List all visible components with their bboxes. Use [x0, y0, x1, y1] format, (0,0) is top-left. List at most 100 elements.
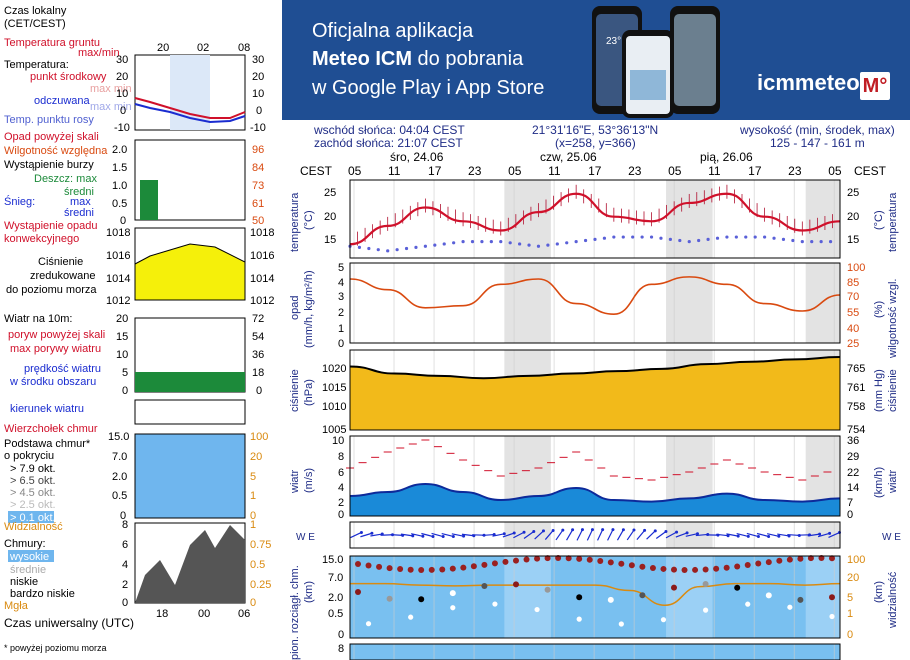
wind-arrow — [626, 529, 635, 541]
legend-high: wysokie — [9, 551, 49, 563]
wind-arrow-head — [837, 531, 841, 535]
dew-point-dot — [772, 236, 776, 240]
tick: 10 — [252, 88, 264, 100]
tick: 25 — [847, 187, 859, 199]
cloud-base-dot — [544, 555, 551, 562]
tick: 2.0 — [112, 144, 127, 156]
wind-arrow — [431, 532, 444, 538]
tick: 1018 — [250, 227, 274, 239]
wind-arrow — [777, 533, 790, 537]
wind-arrow-head — [746, 534, 750, 538]
cloud-base-dot — [534, 555, 541, 562]
tick: 25 — [324, 187, 336, 199]
wind-arrow-head — [777, 534, 781, 538]
promo-banner[interactable]: Oficjalna aplikacja Meteo ICM do pobrani… — [282, 0, 910, 120]
panel-border — [349, 349, 841, 431]
dew-point-dot — [442, 242, 446, 246]
sunset-text: zachód słońca: 21:07 CEST — [314, 136, 463, 150]
hour-tick: 17 — [428, 164, 442, 178]
tick: 96 — [252, 144, 264, 156]
tick: 754 — [847, 424, 865, 436]
night-band — [504, 180, 551, 258]
tick: 36 — [847, 435, 859, 447]
wind-arrow-head — [551, 528, 555, 532]
legend-medium: średnie — [10, 564, 46, 576]
tick: 2 — [122, 579, 128, 591]
cloud-base-dot — [576, 594, 583, 601]
cloud-base-dot — [702, 581, 709, 588]
temp-axis-label-right: temperatura — [887, 192, 899, 252]
tick: 2 — [338, 307, 344, 319]
tick: 25 — [847, 338, 859, 350]
tick: 15.0 — [322, 554, 343, 566]
wind-arrow-head — [590, 528, 594, 532]
wind-arrow-head — [767, 535, 771, 539]
icm-logo: icmmeteo — [757, 70, 860, 95]
pressure-area — [350, 357, 840, 430]
wind-arrow — [716, 533, 729, 537]
banner-line-2-rest: do pobrania — [412, 48, 524, 70]
tick: 1018 — [106, 227, 130, 239]
tick: 85 — [847, 277, 859, 289]
wind-arrow-head — [756, 535, 760, 539]
tick: 72 — [252, 313, 264, 325]
cloud-base-dot — [671, 584, 677, 591]
dew-point-dot — [602, 236, 607, 240]
legend-very-low: bardzo niskie — [10, 588, 75, 600]
panel-border — [349, 179, 841, 259]
cloud-base-dot — [576, 555, 583, 562]
wind-arrow — [807, 533, 820, 537]
wind-arrow-head — [462, 534, 466, 538]
tick: 2.0 — [328, 592, 343, 604]
cloud-base-dot — [502, 558, 509, 565]
dew-point-dot — [452, 241, 456, 245]
cloud-base-dot — [660, 565, 667, 572]
tick: 15 — [847, 234, 859, 246]
tick: 0.5 — [112, 490, 127, 502]
dew-point-dot — [621, 235, 625, 239]
utc-tick: 00 — [198, 608, 210, 620]
tick: 73 — [252, 180, 264, 192]
dew-point-dot — [536, 244, 541, 248]
dew-point-dot — [527, 243, 531, 247]
tick: 1 — [250, 519, 256, 531]
wind-arrow — [555, 529, 564, 541]
cloud-base-dot — [460, 564, 467, 571]
dew-point-dot — [668, 237, 672, 241]
dew-point-dot — [423, 244, 427, 248]
tick: 100 — [250, 431, 268, 443]
tick: 22 — [847, 467, 859, 479]
dew-point-dot — [574, 240, 578, 244]
wind-arrow — [695, 533, 708, 537]
legend-local-time-2: (CET/CEST) — [4, 18, 66, 30]
tick: 0.25 — [250, 579, 271, 591]
day-label: śro, 24.06 — [390, 150, 444, 164]
dew-point-dot — [357, 245, 362, 249]
tick: 2 — [338, 497, 344, 509]
wind-arrow — [421, 532, 434, 538]
legend-gust-above: poryw powyżej skali — [8, 329, 105, 341]
tick: -10 — [114, 122, 130, 134]
cloud-base-dot — [755, 560, 762, 567]
legend-snow-max: max — [70, 196, 91, 208]
tick: 758 — [847, 401, 865, 413]
hour-tick: 11 — [708, 164, 721, 178]
cloud-base-dot — [660, 617, 667, 623]
wind-axis-label-right: wiatr — [887, 469, 899, 494]
dew-point-dot — [546, 243, 550, 247]
legend-gust-max: max porywy wiatru — [10, 343, 101, 355]
dew-point-dots — [348, 235, 833, 253]
wind-arrow-head — [451, 534, 455, 538]
wind-ticks: 10 8 6 4 2 0 36 29 22 14 7 0 — [332, 435, 859, 521]
tick: 4 — [338, 482, 344, 494]
wind-arrow-head — [431, 534, 435, 538]
cloud-base-dot — [386, 595, 393, 602]
legend-local-tick: 02 — [197, 42, 209, 54]
legend-pressure-area — [134, 243, 246, 301]
height-label: wysokość (min, środek, max) — [740, 123, 895, 137]
legend-winddir-panel — [134, 399, 246, 425]
cloud-base-dot — [513, 581, 519, 588]
tick: 1 — [847, 608, 853, 620]
cloud-base-dot — [639, 563, 646, 570]
tick: 36 — [252, 349, 264, 361]
